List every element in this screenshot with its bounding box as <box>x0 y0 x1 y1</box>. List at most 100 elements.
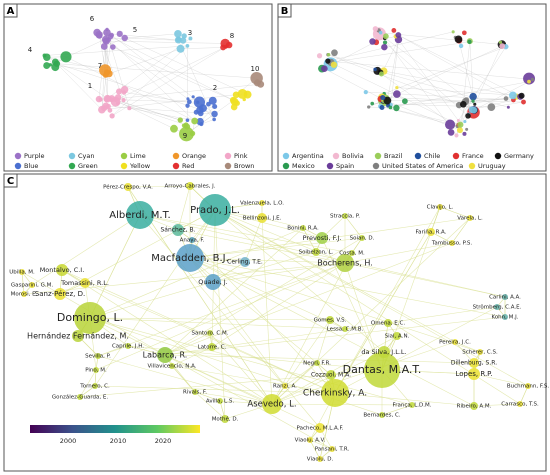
node <box>502 294 508 300</box>
node-label: Gasparini, G.M. <box>11 283 53 289</box>
node <box>307 437 313 443</box>
node-label: Fariña, R.A. <box>416 230 447 236</box>
node <box>95 31 103 39</box>
node-label: Pérez-Crespo, V.A. <box>103 184 153 191</box>
legend-label: Mexico <box>292 162 315 170</box>
node <box>349 250 355 256</box>
edge <box>89 227 304 319</box>
node-label: Kohn, M.J. <box>491 315 518 321</box>
node <box>157 347 173 363</box>
legend-marker <box>224 162 232 170</box>
network-a: 1 2 3 4 5 6 7 8 9 10 <box>28 15 265 142</box>
node <box>445 119 456 130</box>
node <box>74 302 106 334</box>
edge <box>491 101 524 108</box>
edge <box>94 209 216 387</box>
node <box>185 44 190 48</box>
edge <box>105 33 178 40</box>
node <box>56 264 68 276</box>
node-label: Macfadden, B.J. <box>151 253 229 264</box>
cluster-number: 2 <box>213 84 217 92</box>
node-label: Carlini, A.A. <box>489 295 521 301</box>
node <box>176 44 185 53</box>
node-label: Omena, E.C. <box>371 321 405 327</box>
edge <box>454 341 481 353</box>
node <box>93 367 99 373</box>
node <box>499 43 506 50</box>
edge <box>95 262 346 371</box>
node <box>181 33 187 39</box>
edge <box>214 209 529 387</box>
node <box>126 201 154 229</box>
edge <box>368 45 503 108</box>
node <box>317 456 323 462</box>
node <box>393 90 401 98</box>
node <box>193 109 199 115</box>
edge <box>110 36 234 101</box>
node <box>177 117 183 123</box>
node-label: González-Guarda, E. <box>52 394 108 401</box>
node-label: Mothé, D. <box>212 416 239 423</box>
node-label: Pansani, T.R. <box>315 447 350 453</box>
edge <box>21 271 25 295</box>
node <box>196 117 204 126</box>
node-label: Sanz-Pérez, D. <box>35 290 85 298</box>
node <box>391 28 397 33</box>
node-label: Latorre, C. <box>198 345 227 351</box>
node-label: Domingo, L. <box>57 311 123 324</box>
edge <box>261 217 304 229</box>
node-label: Cerling, T.E. <box>227 259 263 266</box>
edge <box>106 40 226 44</box>
edge <box>398 39 459 121</box>
legend-marker <box>120 162 128 170</box>
node <box>523 72 535 85</box>
network-c: Pérez-Crespo, V.A. Arroyo-Cabrales, J. Alb… <box>9 182 549 463</box>
node-label: Sevilla, P. <box>85 354 111 360</box>
node-label: Arroyo-Cabrales, J. <box>164 184 215 190</box>
node <box>103 94 112 103</box>
node-label: Sial, A.N. <box>385 334 410 340</box>
node <box>470 402 478 410</box>
node-label: Sánchez, B. <box>160 227 195 234</box>
node-label: Costa, M. <box>339 251 365 257</box>
node-label: Villavicencio, N.A. <box>148 364 197 370</box>
node <box>447 129 455 136</box>
node-label: Alberdi, M.T. <box>109 210 170 221</box>
edge <box>384 46 506 94</box>
node <box>240 257 250 267</box>
node <box>188 36 193 41</box>
node-label: Negri, F.R. <box>303 361 331 367</box>
network-b <box>316 26 535 138</box>
node <box>109 113 115 119</box>
node <box>124 183 132 191</box>
node <box>380 94 386 101</box>
edge <box>127 185 191 188</box>
node-label: Caprile, J.H. <box>112 344 144 350</box>
node <box>326 370 336 380</box>
edge <box>244 217 263 263</box>
edge <box>334 231 432 394</box>
edge <box>84 282 336 394</box>
edge <box>398 34 514 101</box>
node <box>373 67 377 72</box>
edge <box>164 306 498 356</box>
edge <box>79 369 97 398</box>
node <box>518 92 525 99</box>
node <box>382 40 388 45</box>
legend-marker <box>494 152 502 160</box>
edge <box>189 257 481 353</box>
node <box>212 103 218 110</box>
node <box>452 339 458 345</box>
node-label: Ribeiro, A.M. <box>457 404 492 410</box>
node <box>473 102 477 106</box>
node <box>230 97 239 106</box>
node-label: Tornero, C. <box>79 384 110 390</box>
colorbar-tick-label: 2010 <box>110 437 127 445</box>
node <box>192 389 198 395</box>
edge <box>177 185 191 231</box>
edge <box>104 37 125 47</box>
panel-label-box <box>3 173 18 188</box>
node <box>102 102 110 110</box>
edge <box>344 262 383 371</box>
node <box>232 91 240 99</box>
